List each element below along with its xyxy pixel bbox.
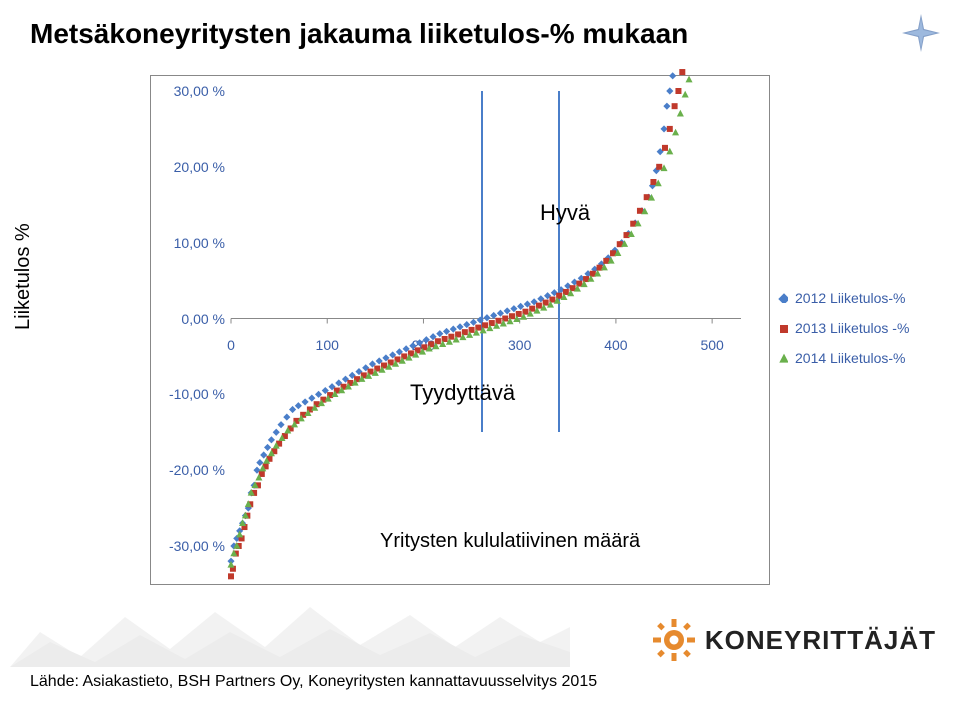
y-tick-label: 10,00 %	[174, 235, 225, 251]
legend-item: 2012 Liiketulos-%	[778, 290, 909, 306]
y-tick-label: 20,00 %	[174, 159, 225, 175]
legend: 2012 Liiketulos-% 2013 Liiketulos -% 2014 …	[778, 290, 909, 380]
x-axis-label: Yritysten kululatiivinen määrä	[380, 530, 640, 553]
y-tick-label: -20,00 %	[169, 462, 225, 478]
y-tick-label: -30,00 %	[169, 538, 225, 554]
y-tick-label: 30,00 %	[174, 83, 225, 99]
background-decoration	[10, 587, 570, 667]
legend-label: 2012 Liiketulos-%	[795, 290, 906, 306]
legend-label: 2014 Liiketulos-%	[795, 350, 906, 366]
logo-text: KONEYRITTÄJÄT	[705, 625, 936, 656]
y-tick-label: -10,00 %	[169, 386, 225, 402]
chart-area: 30,00 % 20,00 % 10,00 % 0,00 % -10,00 % -20,0…	[150, 75, 770, 585]
source-footer: Lähde: Asiakastieto, BSH Partners Oy, Ko…	[30, 673, 597, 691]
logo: KONEYRITTÄJÄT	[653, 619, 936, 661]
plot-area: 30,00 %20,00 %10,00 %0,00 %-10,00 %-20,0…	[231, 91, 741, 546]
legend-label: 2013 Liiketulos -%	[795, 320, 909, 336]
star-icon	[902, 14, 940, 57]
annotation-satisfactory: Tyydyttävä	[410, 380, 515, 406]
annotation-good: Hyvä	[540, 200, 590, 226]
gear-icon	[653, 619, 695, 661]
y-tick-label: 0,00 %	[181, 311, 225, 327]
page-title: Metsäkoneyritysten jakauma liiketulos-% …	[30, 18, 688, 50]
legend-item: 2013 Liiketulos -%	[778, 320, 909, 336]
y-axis-label: Liiketulos %	[12, 223, 35, 330]
legend-item: 2014 Liiketulos-%	[778, 350, 909, 366]
